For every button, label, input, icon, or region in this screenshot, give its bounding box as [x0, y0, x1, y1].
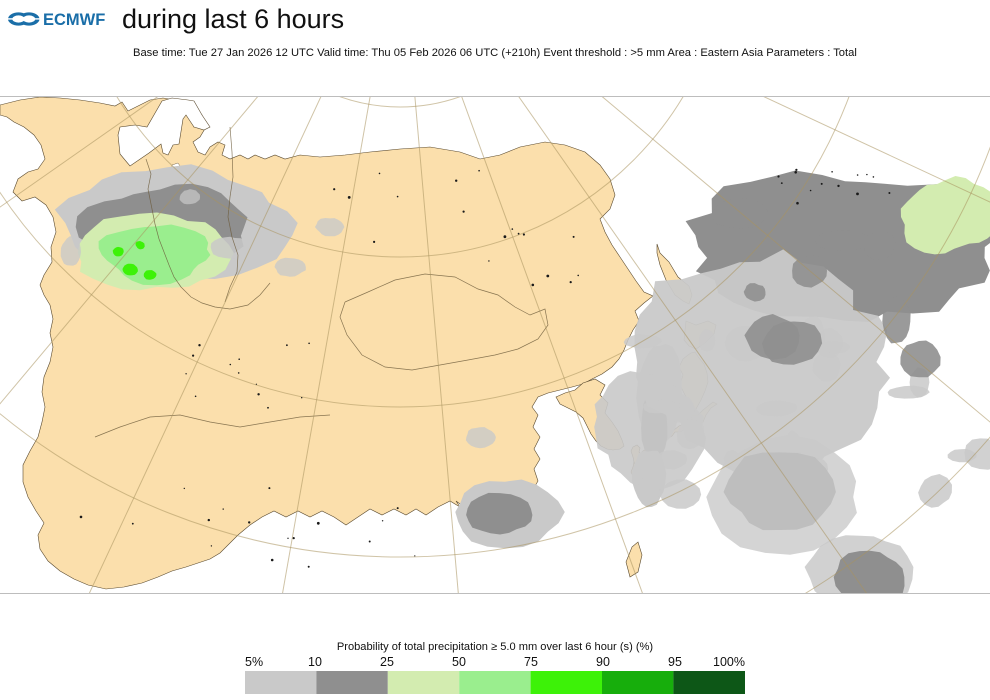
svg-text:25: 25	[380, 655, 394, 669]
svg-text:100%: 100%	[713, 655, 745, 669]
svg-text:75: 75	[524, 655, 538, 669]
svg-text:50: 50	[452, 655, 466, 669]
svg-text:5%: 5%	[245, 655, 263, 669]
svg-text:ECMWF: ECMWF	[43, 11, 105, 29]
svg-text:90: 90	[596, 655, 610, 669]
svg-text:10: 10	[308, 655, 322, 669]
svg-text:95: 95	[668, 655, 682, 669]
